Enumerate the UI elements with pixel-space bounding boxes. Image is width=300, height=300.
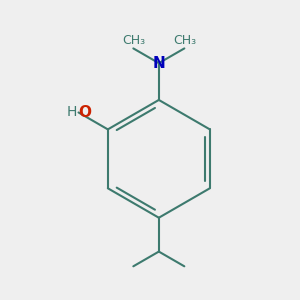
Text: O: O xyxy=(78,105,91,120)
Text: CH₃: CH₃ xyxy=(173,34,196,47)
Text: N: N xyxy=(152,56,165,70)
Text: H: H xyxy=(67,106,77,119)
Text: CH₃: CH₃ xyxy=(122,34,145,47)
